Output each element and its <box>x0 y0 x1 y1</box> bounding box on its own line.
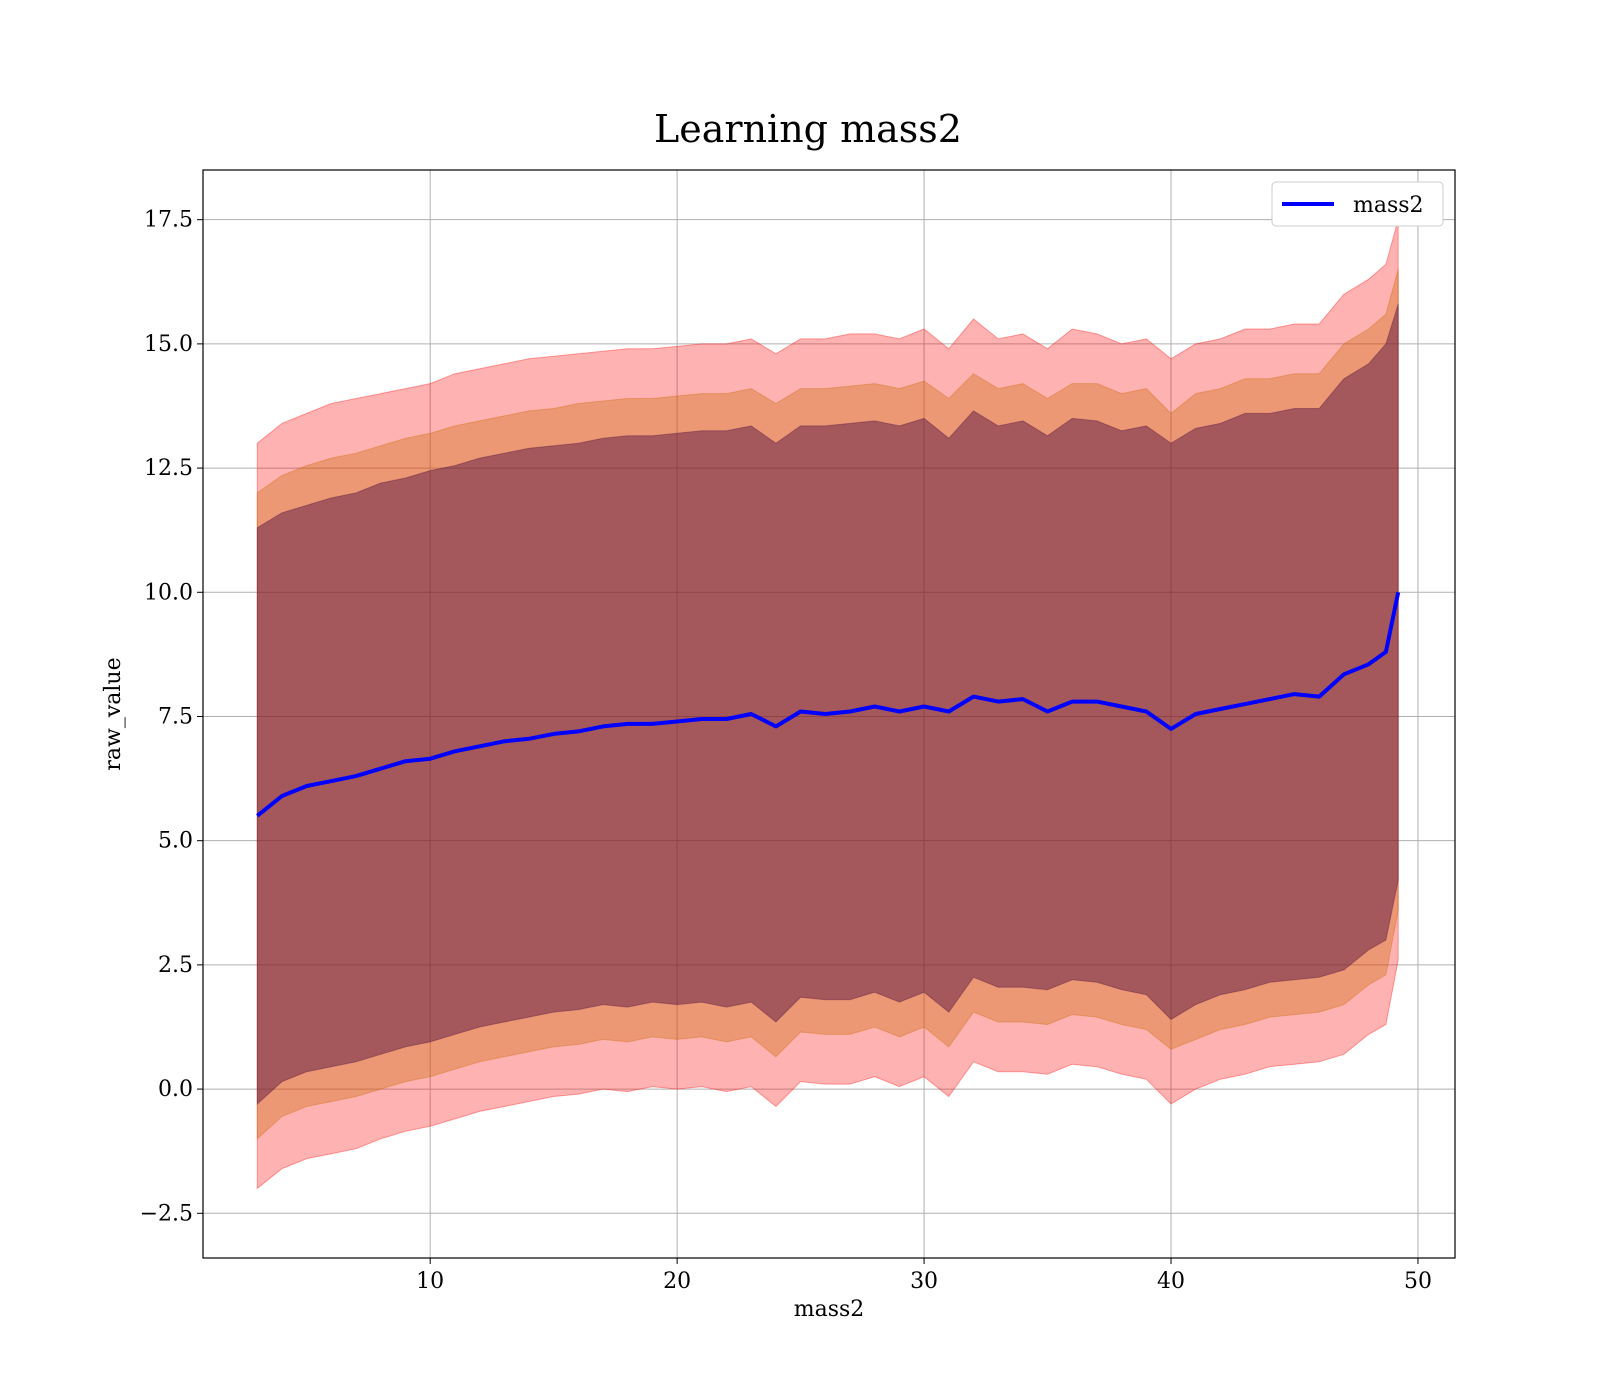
y-tick-label: 2.5 <box>158 953 193 978</box>
y-axis-label: raw_value <box>101 657 126 770</box>
plot-frame <box>202 169 1456 1259</box>
band-1 <box>256 269 1399 1140</box>
y-tick-label: 0.0 <box>158 1077 193 1102</box>
grid <box>203 170 1455 1258</box>
x-tick-label: 50 <box>1404 1269 1432 1294</box>
confidence-bands <box>256 219 1399 1190</box>
y-tick-label: 12.5 <box>144 456 193 481</box>
band-0 <box>256 219 1399 1190</box>
y-tick-label: −2.5 <box>140 1201 193 1226</box>
x-tick-label: 10 <box>416 1269 444 1294</box>
y-tick-label: 7.5 <box>158 704 193 729</box>
x-tick-label: 30 <box>910 1269 938 1294</box>
series-line-mass2 <box>256 591 1401 818</box>
chart-title: Learning mass2 <box>654 107 962 151</box>
plot-area <box>202 169 1456 1259</box>
x-tick-label: 40 <box>1157 1269 1185 1294</box>
y-axis-ticks: −2.5 0.0 2.5 5.0 7.5 10.0 12.5 15.0 17.5 <box>140 208 203 1226</box>
legend-box <box>1271 181 1444 227</box>
series-lines <box>256 591 1401 818</box>
legend: mass2 <box>1271 181 1444 227</box>
x-axis-ticks: 10 20 30 40 50 <box>416 1258 1432 1294</box>
x-tick-label: 20 <box>663 1269 691 1294</box>
y-tick-label: 5.0 <box>158 829 193 854</box>
y-tick-label: 15.0 <box>144 332 193 357</box>
legend-label-mass2: mass2 <box>1353 193 1424 218</box>
y-tick-label: 17.5 <box>144 208 193 233</box>
band-2 <box>256 303 1399 1106</box>
x-axis-label: mass2 <box>794 1297 865 1322</box>
y-tick-label: 10.0 <box>144 580 193 605</box>
